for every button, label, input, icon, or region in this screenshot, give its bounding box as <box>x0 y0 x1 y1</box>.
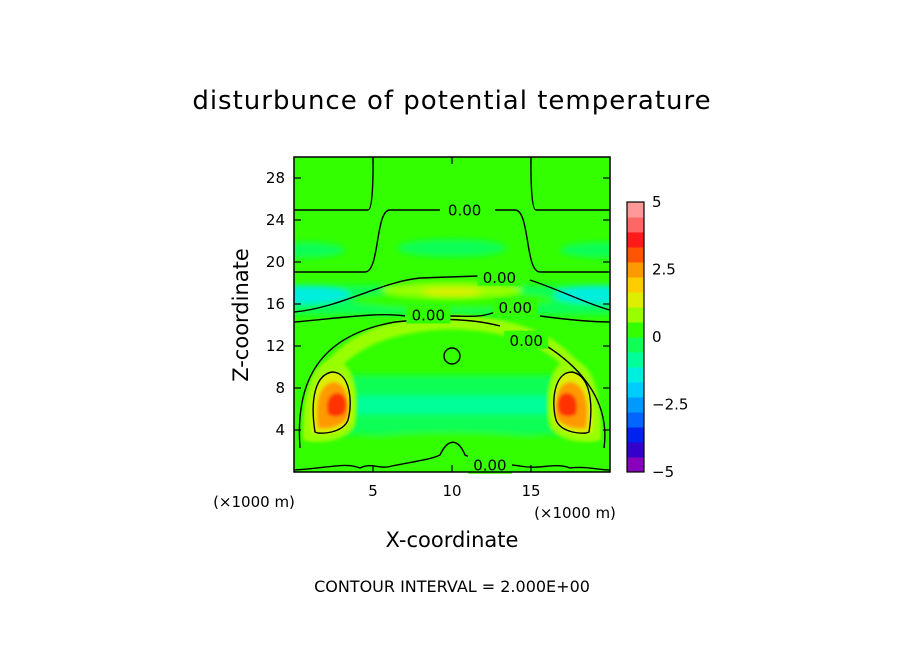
colorbar-swatch <box>627 322 644 338</box>
right-anomaly-red <box>557 393 577 417</box>
contour-label-bg <box>477 267 522 286</box>
colorbar-swatch <box>627 397 644 413</box>
x-axis: 5 10 15 <box>368 157 541 500</box>
colorbar-swatch <box>627 202 644 218</box>
colorbar-tick-label: 0 <box>652 328 662 346</box>
contour-label-bg <box>504 330 549 349</box>
colorbar-tick-label: −5 <box>652 463 674 481</box>
cool-band-upper-mid <box>397 239 507 257</box>
contour-arch <box>298 318 606 449</box>
contour-left-anomaly <box>312 371 351 434</box>
colorbar-tick-label: 2.5 <box>652 261 676 279</box>
colorbar-swatch <box>627 412 644 428</box>
contour-right-anomaly <box>553 371 592 434</box>
contour-circle <box>443 347 461 365</box>
contour-label: 0.00 <box>498 299 531 317</box>
cool-core-right <box>554 286 610 304</box>
colorbar-frame <box>626 201 645 473</box>
y-tick-label: 24 <box>266 211 285 229</box>
contour-label: 0.00 <box>510 332 543 350</box>
contour-interval-label: CONTOUR INTERVAL = 2.000E+00 <box>314 577 590 596</box>
y-axis: 4 8 12 16 20 24 28 <box>266 169 610 439</box>
contour-bottom <box>294 441 610 471</box>
cool-core-left <box>294 286 350 304</box>
contour-label: 0.00 <box>448 202 481 220</box>
contour-labels: 0.00 0.00 0.00 0.00 0.00 0.00 <box>406 200 549 475</box>
x-axis-label: X-coordinate <box>386 528 519 552</box>
colorbar-tick-label: 5 <box>652 193 662 211</box>
colorbar-swatch <box>627 352 644 368</box>
contour-label-bg <box>442 200 487 219</box>
y-axis-unit: (×1000 m) <box>213 493 295 511</box>
contour-label-bg <box>467 455 512 474</box>
y-tick-label: 8 <box>275 379 285 397</box>
contour-mid-1 <box>294 275 610 313</box>
x-tick-label: 15 <box>521 482 540 500</box>
colorbar-swatch <box>627 247 644 263</box>
colorbar-swatch <box>627 217 644 233</box>
y-tick-label: 4 <box>275 421 285 439</box>
cool-layer-lower-core <box>350 396 555 414</box>
warm-band-peak <box>422 288 482 296</box>
y-tick-label: 12 <box>266 337 285 355</box>
colorbar-swatch <box>627 382 644 398</box>
colorbar-swatch <box>627 367 644 383</box>
colorbar-swatch <box>627 307 644 323</box>
contour-label-bg <box>406 305 451 324</box>
y-axis-label: Z-coordinate <box>229 248 253 382</box>
contour-label: 0.00 <box>412 307 445 325</box>
cool-band-upper-right <box>560 242 610 258</box>
heatmap-field <box>294 157 610 472</box>
colorbar-swatch <box>627 442 644 458</box>
y-tick-label: 20 <box>266 253 285 271</box>
colorbar-swatch <box>627 277 644 293</box>
y-tick-label: 16 <box>266 295 285 313</box>
colorbar-swatch <box>627 427 644 443</box>
contour-label: 0.00 <box>473 457 506 475</box>
cool-band-upper-left <box>294 242 345 258</box>
contour-label: 0.00 <box>483 269 516 287</box>
colorbar-swatch <box>627 292 644 308</box>
colorbar-swatch <box>627 262 644 278</box>
x-axis-unit: (×1000 m) <box>534 504 616 522</box>
x-tick-label: 10 <box>442 482 461 500</box>
colorbar-swatch <box>627 337 644 353</box>
colorbar: 5 2.5 0 −2.5 −5 <box>626 193 688 481</box>
chart-title: disturbunce of potential temperature <box>192 86 712 116</box>
contour-upper-box <box>294 209 610 273</box>
colorbar-swatch <box>627 457 644 473</box>
x-tick-label: 5 <box>368 482 378 500</box>
y-tick-label: 28 <box>266 169 285 187</box>
colorbar-tick-label: −2.5 <box>652 396 688 414</box>
lower-warm-strip <box>362 432 542 448</box>
left-anomaly-red <box>327 393 347 417</box>
contour-label-bg <box>493 298 538 317</box>
contour-mid-2 <box>294 311 610 323</box>
colorbar-swatch <box>627 232 644 248</box>
